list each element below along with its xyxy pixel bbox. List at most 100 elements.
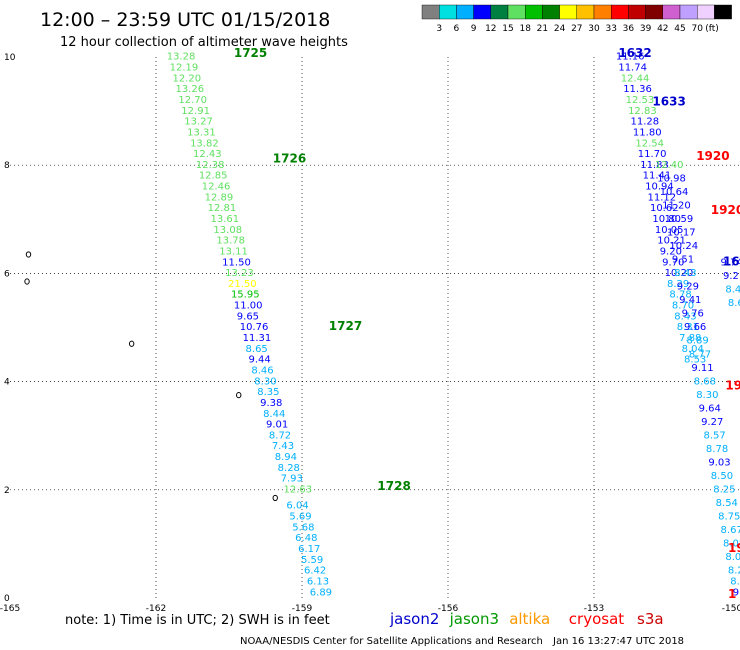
swh-label-track1: 5.68 <box>292 522 314 533</box>
swh-label-track2: 8.29 <box>667 279 689 290</box>
time-label: 1727 <box>329 319 362 333</box>
colorbar-unit: (ft) <box>705 24 719 34</box>
colorbar-tick-label: 42 <box>657 24 668 34</box>
colorbar-swatch <box>611 4 629 20</box>
island-outline <box>128 340 135 347</box>
swh-label-track2: 8.31 <box>677 322 699 333</box>
swh-label-track1: 9.44 <box>248 355 270 366</box>
swh-label-track1: 6.13 <box>307 576 329 587</box>
island-outline <box>272 494 278 502</box>
colorbar-swatch <box>697 4 715 20</box>
swh-label-track1: 8.65 <box>246 344 268 355</box>
colorbar-tick-label: 12 <box>485 24 496 34</box>
y-tick-label: 0 <box>4 594 10 604</box>
swh-label-track1: 7.43 <box>272 441 294 452</box>
swh-label-track2: 8.43 <box>674 311 696 322</box>
legend-item: cryosat <box>569 610 624 628</box>
x-tick-label: -162 <box>146 604 166 614</box>
swh-label-track1: 12.89 <box>205 192 234 203</box>
swh-label-track1: 8.30 <box>254 376 276 387</box>
swh-label-track1: 8.28 <box>278 463 300 474</box>
colorbar-tick-label: 9 <box>471 24 477 34</box>
swh-label-track1: 11.50 <box>222 257 251 268</box>
swh-label-track3: 8.43 <box>674 268 696 279</box>
satellite-legend: jason2 jason3 altika cryosat s3a <box>389 610 664 628</box>
y-tick-label: 6 <box>4 269 10 279</box>
colorbar-tick-label: 3 <box>436 24 442 34</box>
plot-grid <box>10 57 740 598</box>
colorbar-tick-label: 30 <box>588 24 600 34</box>
swh-label-track1: 6.89 <box>310 587 332 598</box>
swh-label-track1: 13.28 <box>167 52 196 63</box>
x-tick-label: -150 <box>722 604 740 614</box>
swh-label-track1: 5.59 <box>301 555 323 566</box>
colorbar-swatch <box>576 4 595 20</box>
island-outline <box>24 278 30 285</box>
island-outline <box>25 251 32 258</box>
swh-label-track1: 10.76 <box>240 322 269 333</box>
colorbar-swatch <box>490 4 509 20</box>
colorbar-swatch <box>439 4 457 20</box>
swh-label-track1: 15.95 <box>231 290 260 301</box>
time-label: 1633 <box>652 95 685 109</box>
swh-label-track2: 12.53 <box>626 95 655 106</box>
y-tick-label: 4 <box>4 378 10 388</box>
swh-label-track3: 8.50 <box>711 471 733 482</box>
swh-label-track2: 10.20 <box>665 268 694 279</box>
swh-label-track3: 9.41 <box>679 295 701 306</box>
swh-label-track3: 9.27 <box>701 417 723 428</box>
colorbar-swatch <box>679 4 698 20</box>
swh-label-track1: 12.19 <box>170 63 199 74</box>
colorbar-tick-label: 70 <box>691 24 703 34</box>
time-label: 1 <box>728 587 736 601</box>
legend-item: s3a <box>637 610 664 628</box>
colorbar-tick-label: 24 <box>554 24 566 34</box>
swh-label-track1: 6.04 <box>286 501 308 512</box>
swh-label-track3: 10.24 <box>669 241 698 252</box>
swh-label-track3: 10.17 <box>667 228 696 239</box>
time-label: 1632 <box>618 46 651 60</box>
swh-label-track1: 8.44 <box>263 409 285 420</box>
swh-label-track2: 8.78 <box>669 290 691 301</box>
x-tick-label: -153 <box>584 604 604 614</box>
swh-label-track3: 8.78 <box>706 444 728 455</box>
y-tick-label: 10 <box>4 53 16 63</box>
swh-label-track1: 12.38 <box>196 160 225 171</box>
colorbar-tick-label: 45 <box>674 24 685 34</box>
swh-label-track3: 10.98 <box>657 173 686 184</box>
swh-label-track2: 11.36 <box>623 84 652 95</box>
swh-label-track2: 11.41 <box>643 171 672 182</box>
swh-label-track3: 12.40 <box>655 160 684 171</box>
colorbar-swatch <box>456 4 474 20</box>
colorbar-swatch <box>507 4 526 20</box>
swh-label-track2: 12.44 <box>621 73 650 84</box>
swh-label-track2: 10.80 <box>652 214 681 225</box>
swh-label-track1: 11.31 <box>243 333 272 344</box>
swh-label-track3: 8.77 <box>689 349 711 360</box>
swh-label-track1: 12.20 <box>173 73 202 84</box>
swh-label-track2: 12.83 <box>628 106 657 117</box>
time-label: 191 <box>725 379 740 393</box>
swh-label-track1: 12.81 <box>208 203 237 214</box>
chart-subtitle: 12 hour collection of altimeter wave hei… <box>60 35 348 50</box>
time-label: 1726 <box>273 151 306 165</box>
swh-label-track2: 11.12 <box>648 192 677 203</box>
x-tick-label: -165 <box>0 604 20 614</box>
swh-label-track3: 10.64 <box>660 187 689 198</box>
swh-label-track3: 9.66 <box>684 322 706 333</box>
swh-label-track3: 8.89 <box>686 336 708 347</box>
swh-label-track1: 8.94 <box>275 452 297 463</box>
credit-line: NOAA/NESDIS Center for Satellite Applica… <box>240 636 543 647</box>
swh-label-track4: 9.21 <box>723 271 740 282</box>
swh-label-track2: 7.88 <box>679 333 701 344</box>
colorbar-tick-label: 18 <box>519 24 531 34</box>
swh-label-track3: 8.66 <box>730 576 740 587</box>
x-tick-label: -156 <box>438 604 459 614</box>
swh-label-track3: 8.25 <box>713 485 735 496</box>
swh-label-track3: 9.29 <box>677 282 699 293</box>
island-outline <box>236 392 242 399</box>
swh-label-track1: 6.42 <box>304 566 326 577</box>
swh-label-track2: 10.05 <box>655 225 684 236</box>
swh-label-track2: 8.70 <box>672 301 694 312</box>
